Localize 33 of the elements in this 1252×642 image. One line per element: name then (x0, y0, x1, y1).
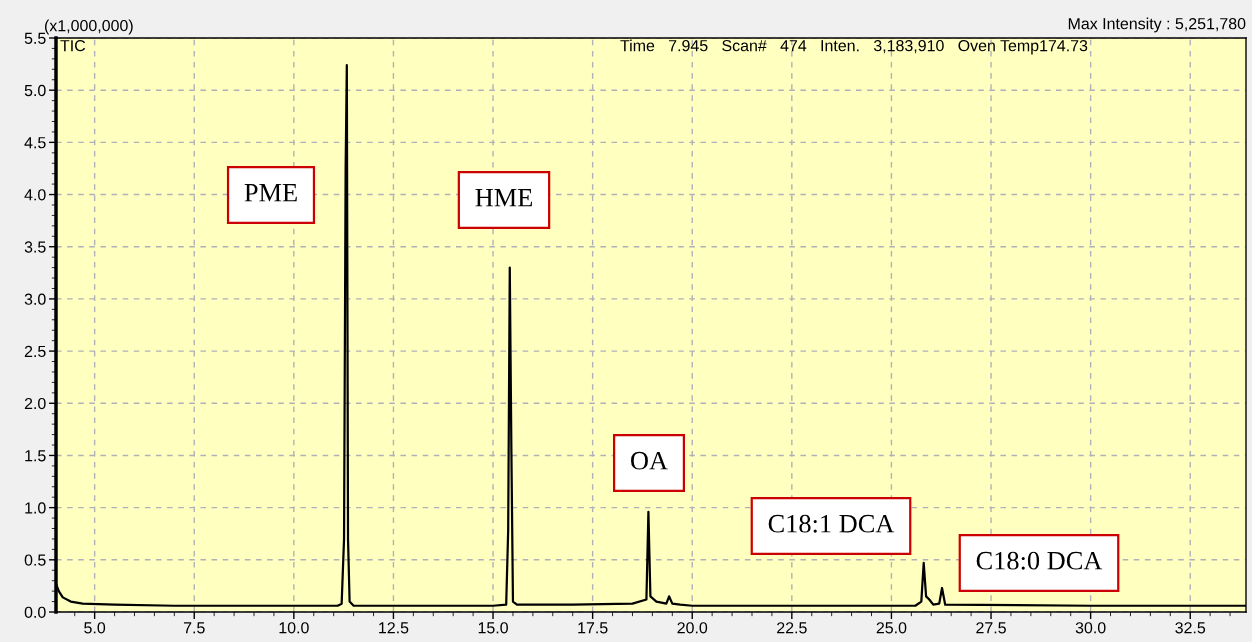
x-tick-label: 25.0 (876, 622, 907, 634)
x-tick-label: 20.0 (677, 622, 708, 634)
x-tick-label: 22.5 (777, 622, 807, 634)
annotation: OA (631, 451, 668, 470)
y-tick-label: 4.0 (24, 189, 46, 201)
x-tick-label: 32.5 (1175, 622, 1206, 634)
text: Max Intensity : 5,251,780 (1068, 17, 1246, 33)
annotation: Time 7.945 Scan# 474 Inten. 3,183,910 Oven Temp174.73 (620, 39, 1088, 55)
y-tick-label: 3.0 (24, 293, 46, 305)
x-tick-label: 7.5 (183, 622, 205, 634)
annotation: TIC (60, 39, 86, 52)
annotation: HME (475, 189, 533, 207)
x-tick-label: 5.0 (84, 622, 106, 634)
x-tick-label: 30.0 (1075, 622, 1106, 634)
text: (x1,000,000) (44, 19, 133, 35)
x-tick-label: 27.5 (976, 622, 1006, 634)
annotation: PME (244, 184, 297, 202)
x-tick-label: 15.0 (478, 622, 508, 634)
y-tick-label: 5.5 (24, 32, 46, 44)
x-tick-label: 17.5 (578, 622, 608, 634)
y-tick-label: 1.5 (25, 450, 46, 462)
y-tick-label: 4.5 (24, 137, 46, 149)
y-tick-label: 3.5 (24, 241, 46, 253)
y-tick-label: 1.0 (25, 502, 46, 514)
y-tick-label: 0.0 (24, 606, 46, 618)
y-tick-label: 2.0 (24, 397, 46, 410)
y-tick-label: 2.5 (24, 345, 46, 358)
y-tick-label: 5.0 (24, 84, 46, 97)
annotation: C18:1 DCA (768, 514, 895, 533)
y-tick-label: 0.5 (24, 554, 46, 566)
x-tick-label: 12.5 (379, 622, 409, 634)
x-tick-label: 10.0 (279, 622, 309, 634)
annotation: C18:0 DCA (976, 551, 1103, 570)
